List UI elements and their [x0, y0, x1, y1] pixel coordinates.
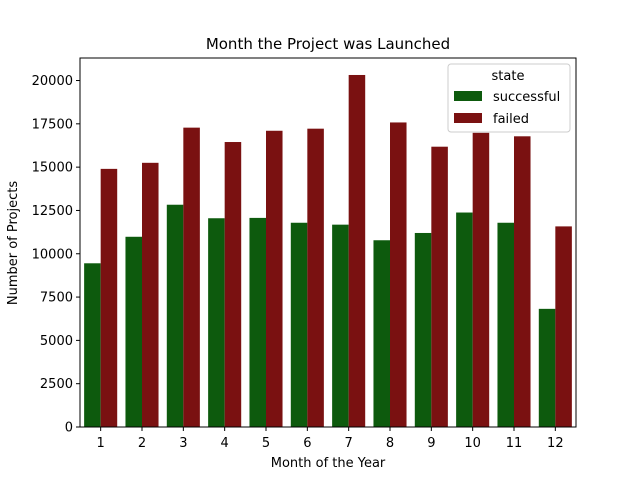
x-tick-label: 4: [221, 436, 229, 451]
bar-failed-month-4: [224, 142, 242, 427]
x-axis-label: Month of the Year: [271, 456, 386, 471]
bar-failed-month-8: [390, 122, 407, 427]
bar-successful-month-12: [538, 308, 556, 427]
bar-failed-month-7: [348, 74, 366, 427]
legend-label-successful: successful: [493, 90, 560, 105]
x-tick-label: 12: [547, 436, 564, 451]
bar-failed-month-11: [514, 136, 531, 428]
bar-successful-month-4: [208, 218, 225, 427]
y-tick-label: 7500: [40, 291, 73, 306]
x-tick-label: 2: [138, 436, 146, 451]
y-tick-label: 5000: [40, 334, 73, 349]
y-tick-label: 10000: [32, 247, 73, 262]
bar-failed-month-9: [431, 146, 448, 427]
bar-failed-month-5: [266, 130, 283, 427]
bar-successful-month-10: [456, 212, 473, 427]
y-axis: 0 2500 5000 7500 10000 12500 15000 17500 20000: [32, 74, 80, 436]
y-tick-label: 0: [65, 421, 73, 436]
bar-failed-month-1: [100, 168, 118, 427]
chart-title: Month the Project was Launched: [206, 35, 450, 53]
bar-successful-month-3: [166, 204, 184, 427]
x-tick-label: 8: [386, 436, 394, 451]
legend: state successful failed: [447, 63, 571, 133]
bars-layer: [84, 74, 572, 428]
bar-successful-month-2: [125, 236, 142, 427]
y-tick-label: 12500: [32, 204, 73, 219]
y-tick-label: 2500: [40, 377, 73, 392]
bar-successful-month-5: [249, 217, 266, 427]
x-tick-label: 10: [464, 436, 481, 451]
plot-area-frame: [79, 57, 577, 428]
bar-failed-month-3: [183, 127, 200, 427]
bar-failed-month-12: [555, 226, 572, 427]
x-tick-label: 5: [262, 436, 270, 451]
x-tick-label: 7: [345, 436, 353, 451]
x-tick-label: 1: [97, 436, 105, 451]
bar-successful-month-11: [497, 222, 514, 427]
y-tick-label: 15000: [32, 161, 73, 176]
x-tick-label: 11: [506, 436, 523, 451]
legend-title: state: [492, 69, 525, 84]
legend-swatch-successful: [454, 91, 482, 101]
x-tick-label: 9: [427, 436, 435, 451]
y-tick-label: 17500: [32, 117, 73, 132]
x-tick-label: 3: [179, 436, 187, 451]
x-tick-label: 6: [303, 436, 311, 451]
legend-label-failed: failed: [493, 112, 529, 127]
bar-failed-month-10: [472, 132, 490, 427]
bar-successful-month-6: [290, 222, 308, 427]
y-axis-label: Number of Projects: [6, 181, 21, 305]
bar-successful-month-8: [373, 240, 390, 427]
y-tick-label: 20000: [32, 74, 73, 89]
x-axis: 1 2 3 4 5 6 7 8 9 10 11 12: [97, 427, 564, 451]
legend-swatch-failed: [454, 113, 482, 123]
bar-failed-month-2: [142, 162, 159, 427]
bar-failed-month-6: [307, 128, 324, 427]
bar-successful-month-7: [332, 224, 349, 427]
bar-successful-month-1: [84, 263, 101, 427]
bar-successful-month-9: [414, 232, 432, 427]
